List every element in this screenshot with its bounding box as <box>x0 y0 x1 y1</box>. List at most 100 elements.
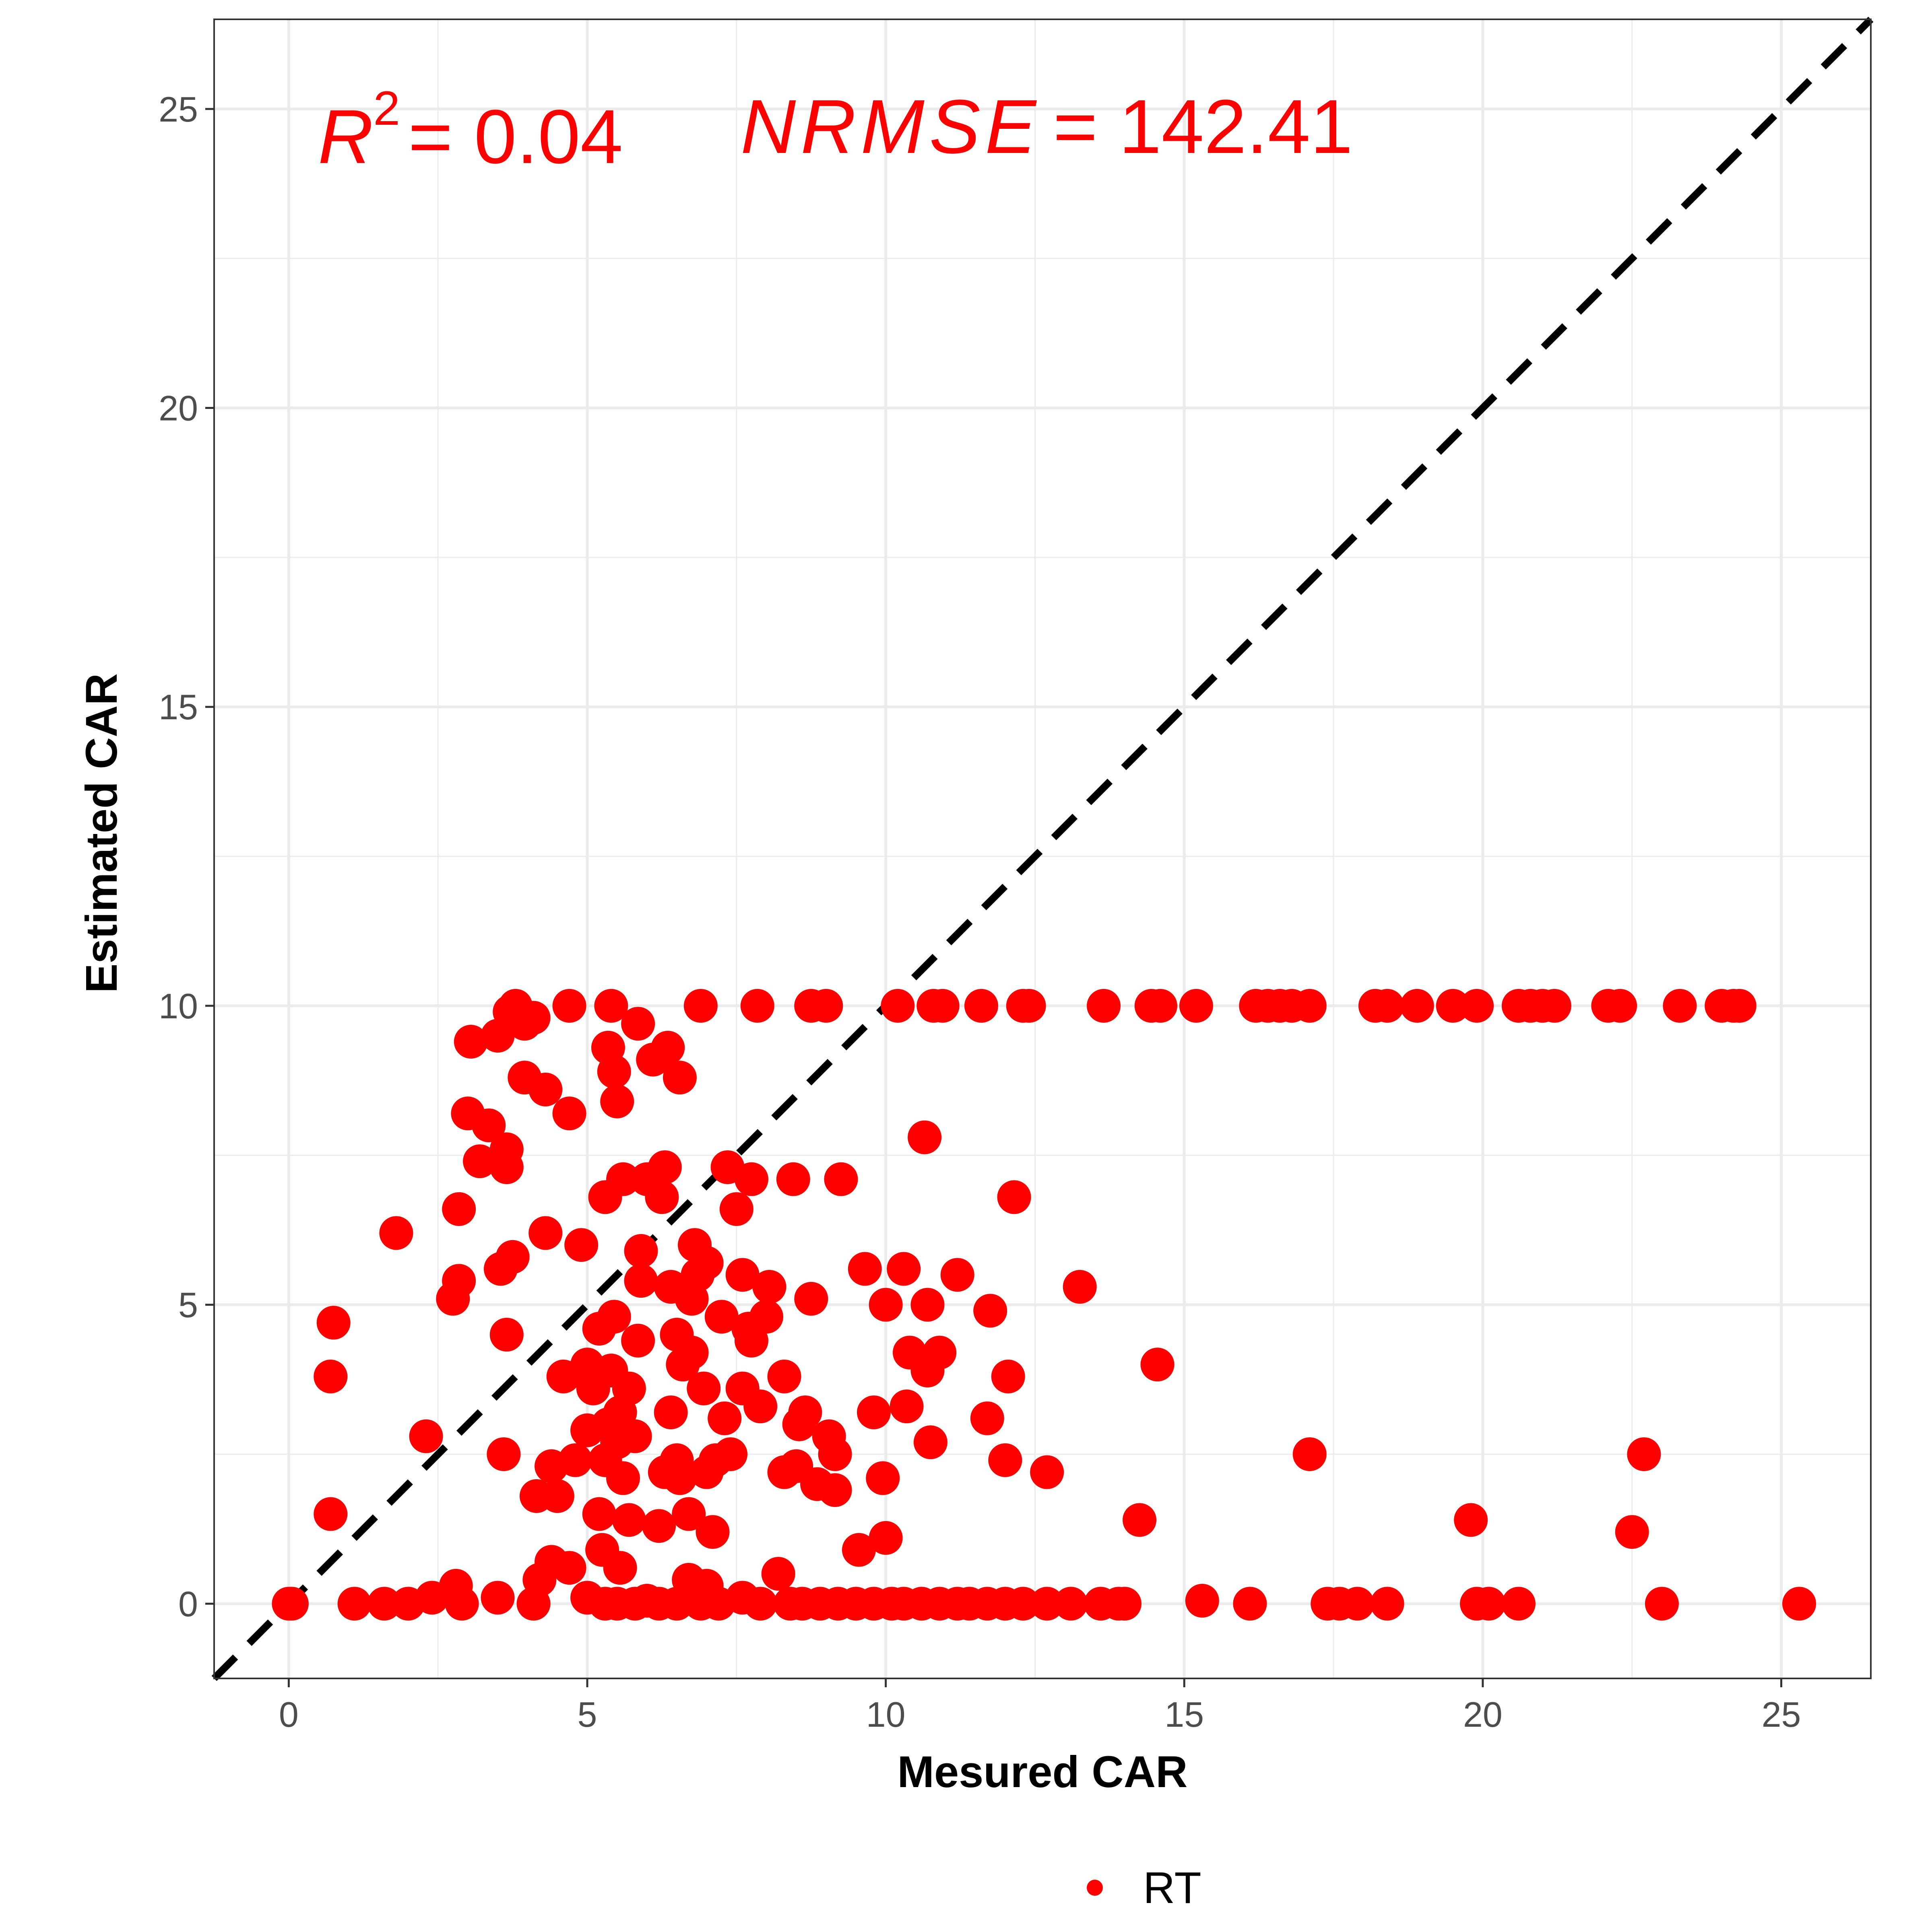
nrmse-annotation: NRMSE = 142.41 <box>741 84 1353 169</box>
data-point <box>1436 989 1470 1023</box>
data-point <box>463 1144 497 1179</box>
data-point <box>528 1072 563 1106</box>
y-tick-label: 20 <box>159 388 198 428</box>
data-point <box>1292 989 1327 1023</box>
legend-label-rt: RT <box>1143 1863 1201 1913</box>
data-point <box>708 1401 742 1435</box>
data-point <box>1370 1587 1404 1621</box>
y-tick-label: 25 <box>159 89 198 129</box>
data-point <box>749 1300 783 1334</box>
data-point <box>1012 989 1046 1023</box>
data-point <box>1460 989 1494 1023</box>
data-point <box>1603 989 1637 1023</box>
data-point <box>600 1084 634 1119</box>
data-point <box>651 1030 685 1065</box>
data-point <box>445 1587 479 1621</box>
data-points <box>272 989 1816 1621</box>
data-point <box>1123 1503 1157 1537</box>
legend-key-rt <box>1087 1880 1103 1896</box>
y-tick-label: 5 <box>178 1285 198 1325</box>
data-point <box>1615 1515 1649 1549</box>
data-point <box>818 1437 852 1471</box>
data-point <box>1722 989 1757 1023</box>
data-point <box>973 1294 1007 1328</box>
data-point <box>528 1216 563 1250</box>
data-point <box>997 1180 1031 1214</box>
data-point <box>472 1108 506 1142</box>
data-point <box>1233 1587 1267 1621</box>
data-point <box>842 1533 876 1567</box>
data-point <box>991 1359 1025 1393</box>
x-tick-label: 10 <box>866 1695 906 1734</box>
data-point <box>337 1587 372 1621</box>
data-point <box>1179 989 1213 1023</box>
data-point <box>481 1581 515 1615</box>
data-point <box>1627 1437 1661 1471</box>
identity-reference-line <box>211 17 1874 1681</box>
data-point <box>743 1389 778 1424</box>
y-tick-label: 15 <box>159 687 198 727</box>
y-axis-title: Estimated CAR <box>77 673 126 993</box>
data-point <box>621 1007 655 1041</box>
data-point <box>672 1497 706 1531</box>
data-point <box>988 1443 1022 1477</box>
data-point <box>848 1252 882 1286</box>
data-point <box>442 1264 476 1298</box>
data-point <box>648 1150 682 1184</box>
data-point <box>379 1216 413 1250</box>
data-point <box>618 1419 652 1453</box>
data-point <box>1087 989 1121 1023</box>
data-point <box>454 1025 488 1059</box>
data-point <box>696 1515 730 1549</box>
data-point <box>582 1497 616 1531</box>
data-point <box>776 1162 810 1196</box>
data-point <box>316 1306 351 1340</box>
data-point <box>540 1479 574 1513</box>
data-point <box>704 1300 739 1334</box>
data-point <box>683 989 718 1023</box>
data-point <box>1063 1270 1097 1304</box>
data-point <box>624 1264 658 1298</box>
data-point <box>964 989 998 1023</box>
data-point <box>824 1162 858 1196</box>
x-tick-label: 5 <box>578 1695 597 1734</box>
data-point <box>1143 989 1177 1023</box>
x-axis-title: Mesured CAR <box>897 1747 1187 1797</box>
data-point <box>1054 1587 1088 1621</box>
data-point <box>923 1335 957 1370</box>
x-tick-label: 25 <box>1762 1695 1801 1734</box>
data-point <box>367 1587 401 1621</box>
data-point <box>869 1521 903 1555</box>
data-point <box>552 989 586 1023</box>
data-point <box>925 989 960 1023</box>
data-point <box>1472 1587 1506 1621</box>
data-point <box>869 1288 903 1322</box>
data-point <box>487 1437 521 1471</box>
y-tick-label: 10 <box>159 986 198 1026</box>
data-point <box>597 1300 631 1334</box>
data-point <box>1340 1587 1375 1621</box>
data-point <box>314 1497 348 1531</box>
data-point <box>761 1557 795 1591</box>
data-point <box>1030 1587 1064 1621</box>
data-point <box>552 1551 586 1585</box>
data-point <box>725 1258 760 1292</box>
data-point <box>594 989 628 1023</box>
data-point <box>740 989 774 1023</box>
data-point <box>1140 1348 1174 1382</box>
axis-ticks: 0 5 10 15 20 25 0 5 10 15 20 25 <box>159 89 1801 1734</box>
data-point <box>866 1461 900 1495</box>
data-point <box>818 1473 852 1507</box>
data-point <box>495 1240 530 1274</box>
data-point <box>1663 989 1697 1023</box>
data-point <box>714 1437 748 1471</box>
data-point <box>1537 989 1571 1023</box>
data-point <box>314 1359 348 1393</box>
x-tick-label: 0 <box>279 1695 299 1734</box>
data-point <box>910 1288 945 1322</box>
data-point <box>606 1162 640 1196</box>
data-point <box>624 1234 658 1268</box>
data-point <box>1400 989 1434 1023</box>
data-point <box>612 1371 646 1406</box>
data-point <box>1292 1437 1327 1471</box>
